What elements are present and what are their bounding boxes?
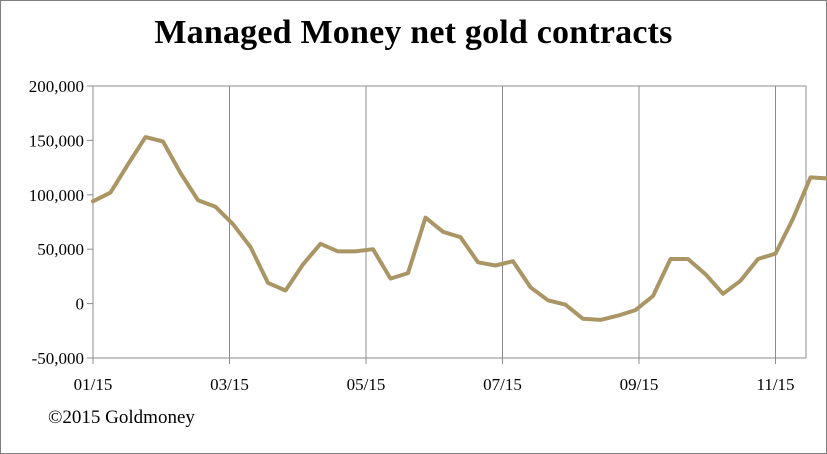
- copyright-text: ©2015 Goldmoney: [48, 407, 195, 428]
- y-tick-label: 100,000: [29, 186, 84, 205]
- y-tick-label: -50,000: [32, 349, 84, 368]
- y-tick-label: 50,000: [37, 240, 84, 259]
- x-tick-label: 11/15: [756, 375, 794, 394]
- y-tick-label: 150,000: [29, 131, 84, 150]
- x-tick-label: 05/15: [347, 375, 386, 394]
- chart-title: Managed Money net gold contracts: [154, 14, 673, 51]
- x-tick-label: 03/15: [210, 375, 249, 394]
- series-line: [91, 135, 827, 322]
- y-tick-label: 0: [76, 295, 85, 314]
- y-tick-label: 200,000: [29, 77, 84, 96]
- x-tick-label: 01/15: [74, 375, 113, 394]
- x-tick-label: 09/15: [620, 375, 659, 394]
- x-tick-label: 07/15: [483, 375, 522, 394]
